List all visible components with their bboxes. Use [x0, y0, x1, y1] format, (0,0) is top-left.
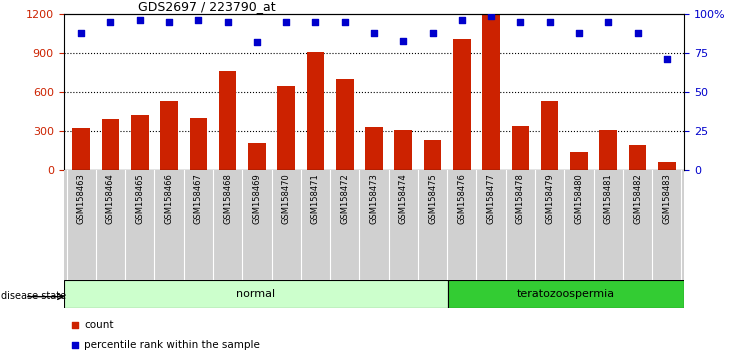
Point	[456, 18, 468, 23]
Text: teratozoospermia: teratozoospermia	[517, 289, 615, 299]
Bar	[307, 52, 324, 170]
Text: GSM158468: GSM158468	[223, 173, 232, 224]
Point	[192, 18, 204, 23]
Bar	[365, 127, 383, 170]
Text: GSM158478: GSM158478	[516, 173, 525, 224]
Point	[134, 18, 146, 23]
Text: normal: normal	[236, 289, 275, 299]
Bar	[541, 101, 559, 170]
Text: GSM158474: GSM158474	[399, 173, 408, 224]
Point	[280, 19, 292, 25]
Text: GSM158470: GSM158470	[282, 173, 291, 224]
Point	[397, 38, 409, 44]
Bar	[599, 130, 617, 170]
Text: GSM158475: GSM158475	[428, 173, 437, 224]
Point	[631, 30, 643, 36]
Text: GSM158476: GSM158476	[457, 173, 466, 224]
Bar	[131, 115, 149, 170]
Point	[221, 19, 233, 25]
Text: GSM158480: GSM158480	[574, 173, 583, 224]
Bar	[448, 280, 684, 308]
Point	[69, 322, 81, 328]
Point	[69, 342, 81, 348]
Text: percentile rank within the sample: percentile rank within the sample	[84, 339, 260, 350]
Text: GSM158473: GSM158473	[370, 173, 378, 224]
Bar	[453, 39, 470, 170]
Point	[339, 19, 351, 25]
Point	[485, 13, 497, 18]
Bar	[102, 119, 119, 170]
Text: GDS2697 / 223790_at: GDS2697 / 223790_at	[138, 0, 276, 13]
Bar	[658, 162, 675, 170]
Text: GSM158464: GSM158464	[106, 173, 115, 224]
Text: GSM158469: GSM158469	[252, 173, 261, 224]
Point	[544, 19, 556, 25]
Bar	[218, 71, 236, 170]
Text: GSM158477: GSM158477	[487, 173, 496, 224]
Point	[75, 30, 87, 36]
Point	[661, 57, 673, 62]
Bar	[512, 126, 529, 170]
Point	[368, 30, 380, 36]
Point	[105, 19, 117, 25]
Bar	[278, 86, 295, 170]
Bar	[160, 101, 178, 170]
Text: GSM158479: GSM158479	[545, 173, 554, 224]
Text: disease state: disease state	[1, 291, 66, 301]
Text: GSM158471: GSM158471	[311, 173, 320, 224]
Point	[251, 39, 263, 45]
Bar	[189, 118, 207, 170]
Point	[573, 30, 585, 36]
Bar	[73, 129, 90, 170]
Point	[515, 19, 527, 25]
Text: GSM158481: GSM158481	[604, 173, 613, 224]
Bar	[629, 145, 646, 170]
Point	[310, 19, 322, 25]
Text: GSM158467: GSM158467	[194, 173, 203, 224]
Bar	[482, 14, 500, 170]
Text: GSM158466: GSM158466	[165, 173, 174, 224]
Bar	[248, 143, 266, 170]
Text: GSM158465: GSM158465	[135, 173, 144, 224]
Bar	[64, 280, 448, 308]
Bar	[394, 130, 412, 170]
Point	[163, 19, 175, 25]
Bar	[570, 152, 588, 170]
Bar	[336, 79, 354, 170]
Point	[426, 30, 438, 36]
Text: GSM158482: GSM158482	[633, 173, 642, 224]
Text: count: count	[84, 320, 114, 330]
Point	[602, 19, 614, 25]
Bar	[424, 140, 441, 170]
Text: GSM158483: GSM158483	[662, 173, 672, 224]
Text: GSM158463: GSM158463	[76, 173, 86, 224]
Text: GSM158472: GSM158472	[340, 173, 349, 224]
